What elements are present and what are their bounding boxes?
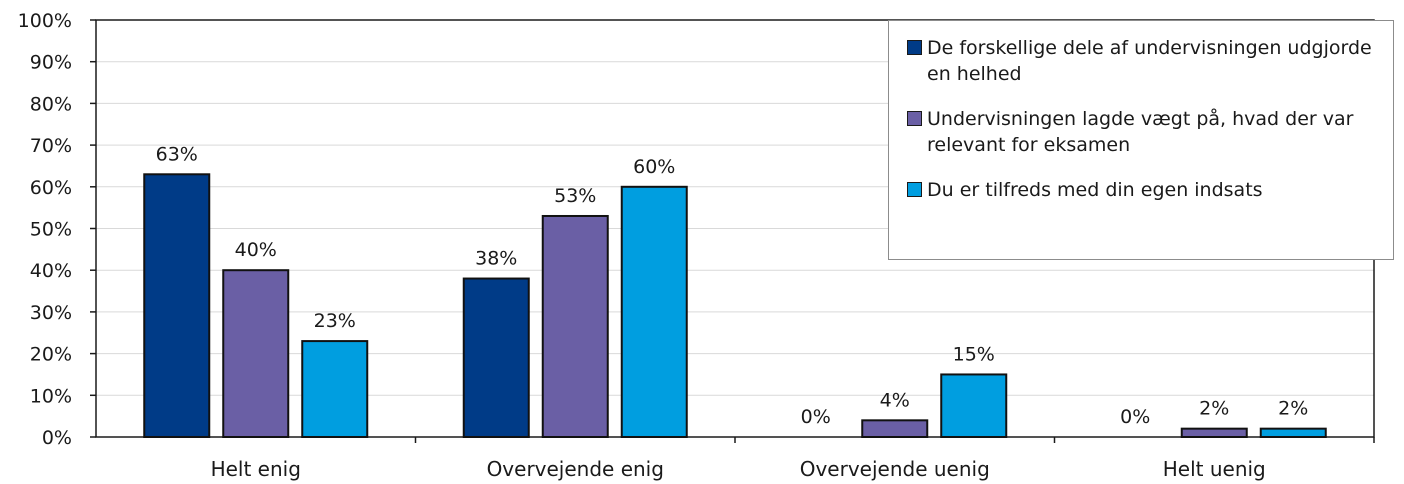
bar (1180, 427, 1248, 439)
legend-label-series-2: Undervisningen lagde vægt på, hvad der v… (927, 108, 1354, 156)
data-label: 53% (554, 185, 596, 207)
bar (143, 173, 211, 438)
bar (462, 277, 530, 439)
data-label: 38% (475, 248, 517, 270)
legend-label-series-3: Du er tilfreds med din egen indsats (927, 179, 1263, 201)
y-tick-label: 10% (30, 385, 72, 407)
x-category-label: Helt uenig (1163, 457, 1266, 481)
legend-swatch-series-1 (907, 40, 922, 55)
y-tick-label: 30% (30, 302, 72, 324)
data-label: 23% (314, 310, 356, 332)
legend-swatch-series-3 (907, 182, 922, 197)
data-label: 0% (801, 406, 831, 428)
bar (620, 185, 688, 438)
x-category-label: Overvejende uenig (800, 457, 990, 481)
data-label: 4% (880, 389, 910, 411)
y-tick-label: 20% (30, 344, 72, 366)
data-label: 2% (1278, 398, 1308, 420)
bar (940, 373, 1008, 439)
legend-label-series-1: De forskellige dele af undervisningen ud… (927, 37, 1372, 85)
y-tick-label: 90% (30, 52, 72, 74)
y-tick-label: 100% (18, 10, 72, 32)
data-label: 0% (1120, 406, 1150, 428)
legend-item-series-3: Du er tilfreds med din egen indsats (907, 177, 1377, 203)
data-label: 60% (633, 156, 675, 178)
bar (301, 340, 369, 438)
data-label: 2% (1199, 398, 1229, 420)
data-label: 15% (953, 343, 995, 365)
legend-item-series-2: Undervisningen lagde vægt på, hvad der v… (907, 106, 1377, 158)
bar (222, 269, 290, 439)
chart-legend: De forskellige dele af undervisningen ud… (888, 20, 1394, 260)
bar (541, 214, 609, 438)
y-tick-label: 0% (42, 427, 72, 449)
y-tick-label: 50% (30, 219, 72, 241)
y-tick-label: 60% (30, 177, 72, 199)
data-label: 40% (235, 239, 277, 261)
bar (861, 419, 929, 439)
y-tick-label: 80% (30, 93, 72, 115)
data-label: 63% (156, 143, 198, 165)
x-category-label: Overvejende enig (487, 457, 664, 481)
bar (1259, 427, 1327, 439)
y-tick-label: 70% (30, 135, 72, 157)
legend-swatch-series-2 (907, 111, 922, 126)
y-tick-label: 40% (30, 260, 72, 282)
legend-item-series-1: De forskellige dele af undervisningen ud… (907, 35, 1377, 87)
x-category-label: Helt enig (211, 457, 301, 481)
